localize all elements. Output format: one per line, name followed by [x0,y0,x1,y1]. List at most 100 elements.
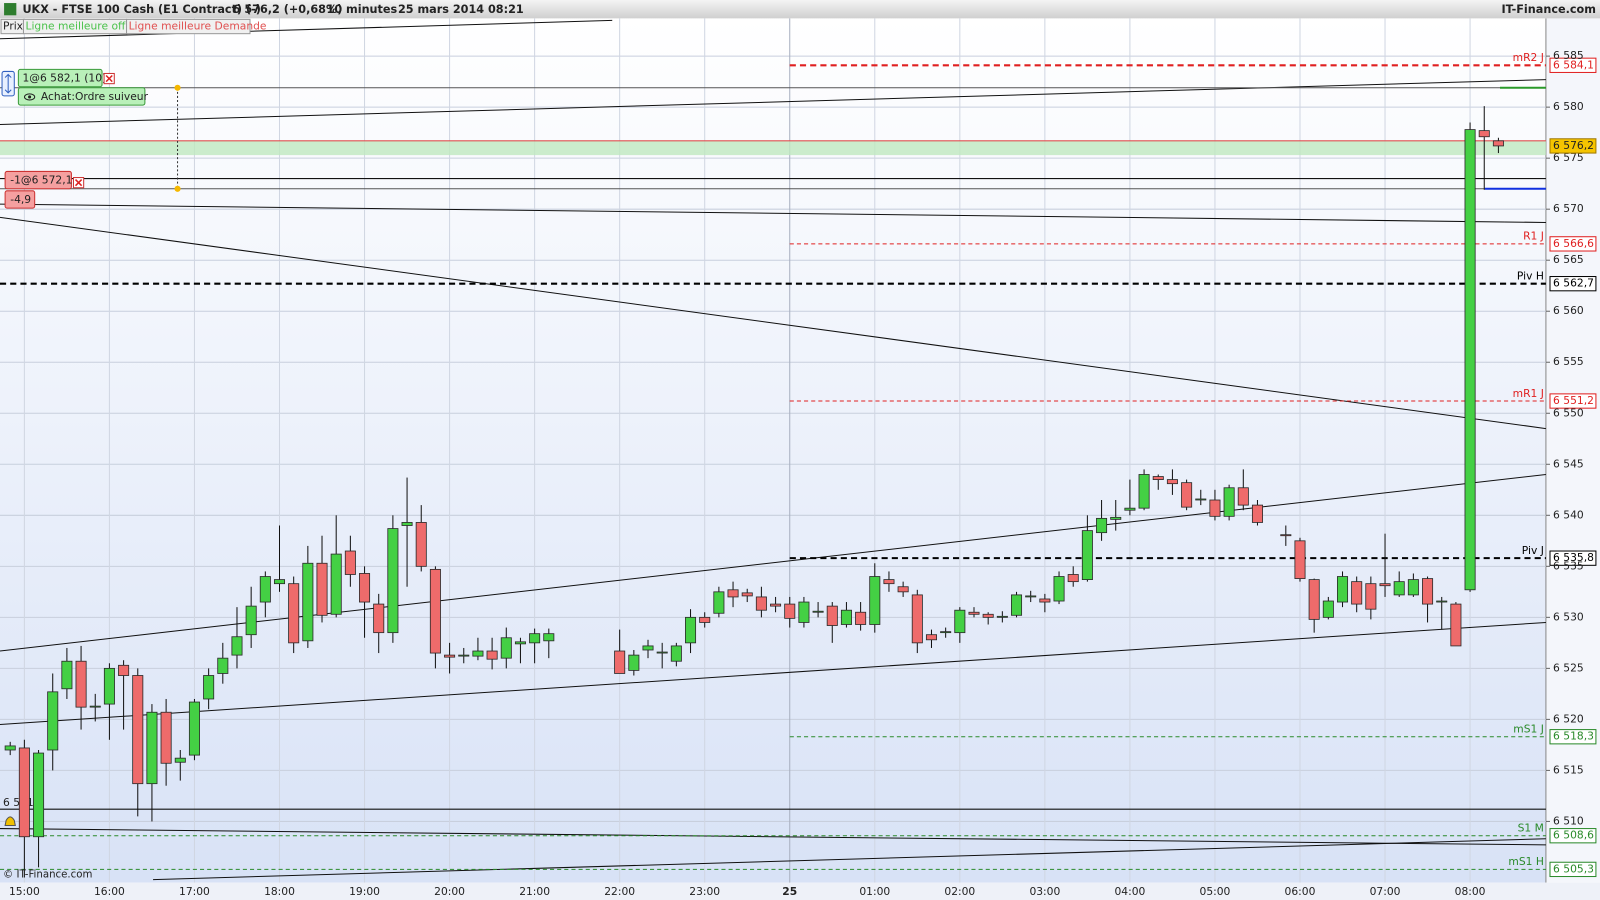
order-label[interactable]: -1@6 572,1 [10,174,72,187]
trendline [0,79,1546,125]
candle-body [174,757,186,763]
candle-body [614,650,626,674]
y-tick-label: 6 530 [1553,610,1584,623]
last-price-label: 6 576,2 [1553,139,1594,152]
candle-body [1166,479,1178,485]
level-name: Piv J [1522,544,1544,557]
candle-body [940,631,952,634]
tab-label[interactable]: Ligne meilleure offre [26,20,137,33]
candle-body [1393,581,1405,596]
tab-label[interactable]: Ligne meilleure Demande [129,20,267,33]
candles [4,106,1504,878]
order-label[interactable]: 1@6 582,1 (10) [22,72,106,85]
eye-icon [23,93,36,101]
candle-body [387,528,399,634]
candle-body [1237,487,1249,506]
candle-body [1308,579,1320,620]
candle-body [444,654,456,658]
y-tick-label: 6 585 [1553,49,1584,62]
x-tick-label: 07:00 [1370,885,1401,898]
candle-body [486,650,498,660]
level-value-box [1549,828,1597,844]
candle-body [4,745,16,751]
candle-body [1081,530,1093,580]
y-tick-label: 6 580 [1553,100,1584,113]
trendline [0,19,613,40]
order-box[interactable] [17,87,146,106]
candle-body [217,657,229,674]
x-tick-label: 03:00 [1029,885,1060,898]
order-handle[interactable] [174,84,181,91]
candle-body [925,634,937,641]
levels: mR2 J 6 584,1 R1 J 6 566,6 Piv H 6 562,7 mR1 J… [0,51,1597,878]
candle-body [954,609,966,634]
trendline [0,473,1546,652]
level-name: Piv H [1517,270,1544,283]
x-tick-label: 18:00 [264,885,295,898]
candle-body [784,603,796,619]
candle-body [203,675,215,700]
candle-body [47,691,59,751]
candle-body [1436,600,1448,603]
level-value-box [1549,729,1597,745]
candle-body [770,603,782,607]
x-tick-label: 02:00 [944,885,975,898]
tab[interactable] [126,18,251,35]
y-tick-label: 6 520 [1553,712,1584,725]
axes: 6 510 6 515 6 520 6 525 6 530 6 535 6 540 6 545… [9,49,1597,898]
candle-body [529,633,541,644]
x-tick-label: 05:00 [1200,885,1231,898]
candle-body [897,586,909,593]
candle-body [1039,598,1051,603]
interval: 10 minutes [327,3,398,16]
candle-body [727,589,739,598]
candle-body [1379,583,1391,587]
order-box[interactable] [17,68,103,88]
candle-body [103,667,115,705]
candle-body [883,579,895,585]
y-tick-label: 6 550 [1553,406,1584,419]
candle-body [273,579,286,585]
x-tick-label: 20:00 [434,885,465,898]
candle-body [1351,581,1363,605]
candle-body [1337,576,1349,603]
candle-body [1053,576,1065,602]
x-tick-label: 01:00 [859,885,890,898]
order-handle[interactable] [174,185,181,192]
order-box[interactable] [4,170,72,190]
candle-body [61,660,73,690]
alert-bell[interactable] [4,816,16,827]
grid [0,18,1546,883]
level-value: 6 505,3 [1553,862,1594,875]
level-value-box [1549,57,1597,73]
y-tick-label: 6 540 [1553,508,1584,521]
y-tick-label: 6 525 [1553,661,1584,674]
x-tick-label: 16:00 [94,885,125,898]
trendlines [0,19,1546,881]
candle-body [1251,504,1263,523]
x-tick-label: 17:00 [179,885,210,898]
candle-body [855,611,867,625]
x-axis-background [0,882,1600,900]
candle-body [1195,498,1207,501]
candle-body [1492,140,1504,147]
candle-body [642,645,654,651]
candle-body [288,583,300,644]
level-value-box [1549,393,1597,409]
candle-body [826,605,838,626]
candle-body [840,609,852,625]
candle-body [1011,594,1023,616]
tab-label[interactable]: Prix [3,20,23,33]
candle-body [1110,516,1122,520]
candle-body [1322,600,1334,618]
order-type[interactable]: Achat:Ordre suiveur [41,90,149,103]
plot-background [0,18,1546,883]
candle-body [1294,540,1306,579]
trendline [0,216,1546,430]
candle-body [302,562,314,642]
x-tick-label: 04:00 [1114,885,1145,898]
header-bar [0,0,1600,19]
trendline [0,203,1546,223]
y-tick-label: 6 570 [1553,202,1584,215]
candle-body [472,650,484,657]
